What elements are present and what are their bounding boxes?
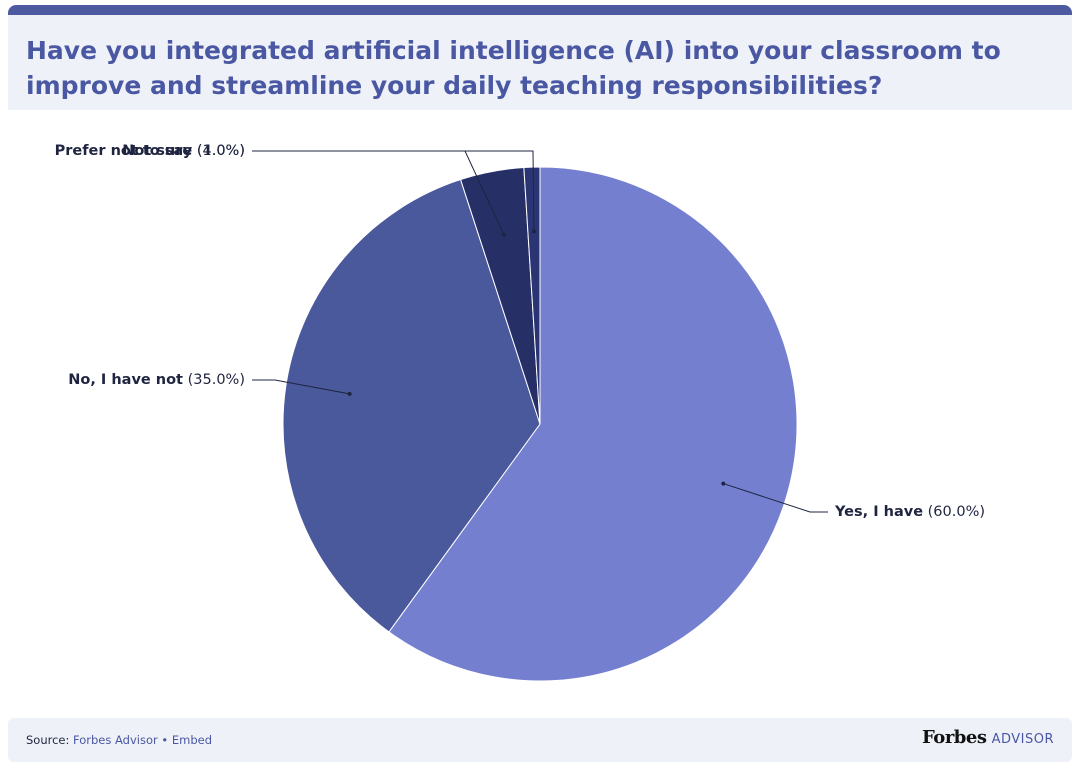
leader-dot: [501, 232, 506, 237]
leader-dot: [721, 481, 726, 486]
pie-slice: [523, 166, 541, 425]
slice-name: Prefer not to say: [55, 143, 193, 159]
slice-value: (4.0%): [197, 143, 245, 159]
leader-line: [252, 150, 535, 232]
brand-name: Forbes: [922, 727, 987, 748]
leader-dot: [347, 391, 352, 396]
source: Source: Forbes Advisor • Embed: [26, 733, 212, 747]
slice-name: No, I have not: [68, 372, 183, 388]
slice-value: (1.0%): [197, 143, 245, 159]
slice-name: Not sure: [122, 143, 192, 159]
header: Have you integrated artificial intellige…: [8, 5, 1072, 110]
slice-label: Not sure (4.0%): [122, 143, 245, 159]
slice-label: No, I have not (35.0%): [68, 372, 245, 388]
slice-label: Prefer not to say (1.0%): [55, 143, 245, 159]
brand-sub: ADVISOR: [991, 732, 1054, 747]
leader-dot: [531, 229, 536, 234]
leader-line: [252, 379, 350, 395]
brand: Forbes ADVISOR: [922, 727, 1054, 748]
leader-line: [723, 483, 828, 513]
footer: Source: Forbes Advisor • Embed Forbes AD…: [8, 718, 1072, 762]
chart: Yes, I have (60.0%) No, I have not (35.0%…: [55, 143, 985, 682]
separator: •: [161, 733, 169, 747]
slice-value: (35.0%): [188, 372, 245, 388]
slice-label: Yes, I have (60.0%): [834, 504, 985, 520]
source-link[interactable]: Forbes Advisor: [73, 733, 158, 747]
slice-value: (60.0%): [928, 504, 985, 520]
slice-name: Yes, I have: [834, 504, 923, 520]
pie-slice: [282, 178, 541, 633]
embed-link[interactable]: Embed: [171, 733, 213, 747]
source-label: Source:: [26, 733, 70, 747]
chart-title: Have you integrated artificial intellige…: [26, 36, 1001, 100]
